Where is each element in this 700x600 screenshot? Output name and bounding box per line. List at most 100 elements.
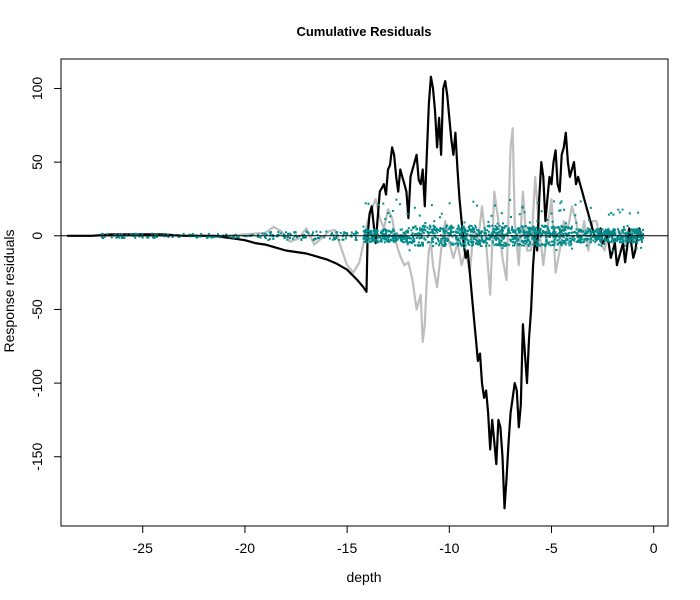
residual-point xyxy=(137,232,140,235)
residual-point xyxy=(442,229,445,232)
residual-point xyxy=(420,235,423,238)
y-tick-label: 0 xyxy=(29,232,45,240)
residual-point xyxy=(548,241,551,244)
residual-point xyxy=(479,232,482,235)
residual-point xyxy=(624,244,627,247)
residual-point xyxy=(388,233,391,236)
residual-point xyxy=(456,241,459,244)
residual-point xyxy=(366,240,369,243)
residual-point xyxy=(424,225,427,228)
residual-point xyxy=(391,209,394,212)
residual-point xyxy=(464,230,466,233)
residual-point xyxy=(535,242,538,245)
residual-point xyxy=(460,231,463,234)
residual-point xyxy=(538,231,541,234)
residual-point xyxy=(316,237,319,240)
residual-point xyxy=(544,225,547,228)
residual-point xyxy=(589,238,592,241)
residual-point xyxy=(612,228,615,231)
residual-point xyxy=(155,235,158,238)
residual-point xyxy=(546,228,549,231)
residual-point xyxy=(532,237,535,240)
residual-point xyxy=(595,238,597,240)
residual-point xyxy=(393,237,396,240)
residual-point xyxy=(503,227,506,230)
residual-point xyxy=(125,234,128,237)
residual-point xyxy=(557,225,560,228)
residual-point xyxy=(428,231,431,234)
residual-point xyxy=(601,233,604,236)
residual-point xyxy=(363,240,366,243)
residual-point xyxy=(617,228,619,231)
residual-point xyxy=(465,229,468,232)
residual-point xyxy=(495,233,498,236)
residual-point xyxy=(385,231,388,233)
residual-point xyxy=(438,244,441,247)
residual-point xyxy=(559,241,562,244)
residual-point xyxy=(417,241,420,244)
residual-point xyxy=(382,202,385,205)
residual-point xyxy=(595,235,598,238)
residual-point xyxy=(404,236,407,238)
residual-point xyxy=(524,225,527,228)
residual-point xyxy=(134,232,137,235)
residual-point xyxy=(450,230,453,233)
residual-point xyxy=(371,239,374,242)
residual-point xyxy=(581,241,584,244)
residual-point xyxy=(475,242,478,245)
residual-point xyxy=(620,238,623,241)
residual-point xyxy=(485,244,488,247)
residual-point xyxy=(562,240,565,243)
residual-point xyxy=(210,236,213,239)
residual-point xyxy=(523,211,526,214)
residual-point xyxy=(513,244,516,247)
residual-point xyxy=(427,234,430,237)
residual-point xyxy=(498,244,501,246)
residual-point xyxy=(495,235,498,238)
residual-point xyxy=(527,231,530,234)
residual-point xyxy=(500,229,503,232)
residual-point xyxy=(447,238,449,241)
residual-point xyxy=(542,231,545,234)
residual-point xyxy=(445,237,448,240)
residual-point xyxy=(464,229,467,232)
residual-point xyxy=(547,235,550,238)
y-tick-label: -150 xyxy=(29,443,45,471)
residual-point xyxy=(466,232,469,235)
residual-point xyxy=(264,236,266,238)
residual-point xyxy=(554,238,557,241)
residual-point xyxy=(208,235,211,238)
residual-point xyxy=(389,238,392,241)
residual-point xyxy=(467,226,470,229)
residual-point xyxy=(228,236,231,238)
residual-point xyxy=(305,236,307,239)
residual-point xyxy=(600,241,603,243)
residual-point xyxy=(364,239,367,241)
residual-point xyxy=(574,231,576,234)
residual-point xyxy=(427,231,429,234)
residual-point xyxy=(287,235,289,238)
residual-point xyxy=(444,243,446,246)
residual-point xyxy=(449,241,452,244)
residual-point xyxy=(584,229,587,232)
residual-point xyxy=(442,228,445,231)
residual-point xyxy=(617,231,620,234)
residual-point xyxy=(402,236,405,238)
residual-point xyxy=(166,233,169,236)
residual-point xyxy=(153,236,156,239)
residual-point xyxy=(578,228,581,231)
residual-point xyxy=(637,211,640,214)
residual-point xyxy=(484,229,487,232)
residual-point xyxy=(603,233,606,236)
residual-point xyxy=(446,231,449,234)
residual-point xyxy=(626,224,629,227)
residual-point xyxy=(471,244,473,247)
residual-point xyxy=(413,237,416,240)
residual-point xyxy=(592,232,595,235)
residual-point xyxy=(622,239,625,242)
residual-point xyxy=(235,233,237,236)
residual-point xyxy=(339,231,342,234)
residual-point xyxy=(138,235,141,238)
residual-point xyxy=(415,228,418,231)
residual-point xyxy=(549,236,551,238)
